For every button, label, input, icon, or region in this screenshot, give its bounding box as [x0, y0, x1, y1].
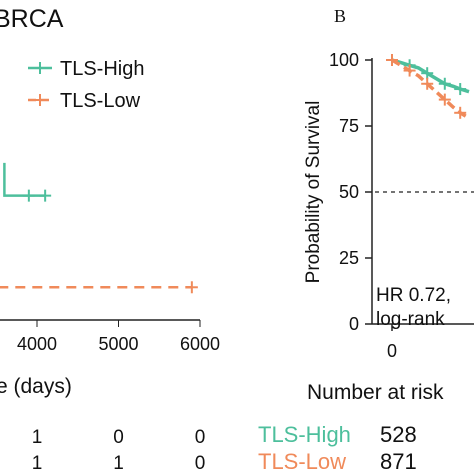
panel-a-risk-0-2: 0 [195, 427, 206, 448]
panel-b-censor-1-6 [438, 93, 451, 106]
panel-b-censor-1-4 [421, 77, 434, 90]
panel-b-y-tick-label-3: 25 [339, 248, 359, 268]
panel-b-censor-0-8 [454, 83, 467, 96]
panel-b-censor-0-4 [421, 67, 434, 80]
panel-b-logrank-annotation: log-rank [376, 309, 445, 330]
risk-row-value-low: 871 [380, 449, 417, 474]
panel-b-series-high [391, 58, 470, 94]
risk-table-header: Number at risk [307, 381, 444, 404]
panel-a-x-tick-label-0: 4000 [17, 334, 57, 354]
legend-plus-low [34, 94, 46, 106]
panel-b-censor-1-0 [386, 54, 398, 66]
panel-a-title: BRCA [0, 5, 64, 33]
panel-b-ylabel: Probability of Survival [303, 101, 324, 284]
legend-marker-high [28, 62, 52, 74]
censor-mark-high-1 [39, 189, 52, 202]
panel-b-hr-annotation: HR 0.72, [376, 285, 451, 306]
series-line-high [3, 162, 46, 197]
panel-a-risk-1-2: 0 [195, 453, 206, 474]
panel-a-x-tick-label-2: 6000 [180, 334, 220, 354]
risk-row-label-low: TLS-Low [258, 449, 346, 474]
panel-a-risk-0-1: 0 [113, 427, 124, 448]
panel-b: B Probability of Survival 100 75 50 25 0 0 H… [258, 6, 474, 474]
censor-mark-low-1 [185, 281, 198, 294]
legend-marker-low [28, 94, 52, 106]
panel-b-plot [375, 54, 474, 193]
legend-label-high: TLS-High [60, 58, 144, 80]
panel-b-y-tick-label-1: 75 [339, 116, 359, 136]
panel-b-y-tick-label-2: 50 [339, 182, 359, 202]
risk-row-label-high: TLS-High [258, 422, 351, 447]
panel-b-x-tick-label-0: 0 [387, 341, 397, 361]
censor-mark-high-0 [22, 189, 35, 202]
panel-a-risk-0-0: 1 [32, 427, 43, 448]
panel-a: BRCA TLS-High TLS-Low 4000 5000 6000 e (da… [0, 5, 220, 474]
panel-a-x-ticks: 4000 5000 6000 [17, 320, 220, 354]
panel-b-censor-1-2 [403, 64, 416, 77]
panel-b-x-ticks: 0 [387, 324, 397, 361]
panel-a-risk-1-0: 1 [32, 453, 43, 474]
legend-plus-high [34, 62, 46, 74]
panel-a-plot [0, 162, 198, 294]
panel-a-legend: TLS-High TLS-Low [28, 58, 144, 112]
risk-row-value-high: 528 [380, 422, 417, 447]
panel-b-label: B [334, 6, 346, 26]
panel-a-risk-1-1: 1 [113, 453, 124, 474]
panel-a-x-tick-label-1: 5000 [98, 334, 138, 354]
panel-b-y-ticks: 100 75 50 25 0 [329, 50, 372, 334]
legend-label-low: TLS-Low [60, 90, 141, 112]
panel-b-censor-1-8 [454, 106, 467, 119]
panel-a-risk-table: 1 0 0 1 1 0 [32, 427, 206, 474]
panel-b-series-low [391, 58, 470, 120]
panel-b-y-tick-label-4: 0 [349, 314, 359, 334]
panel-b-censor-0-6 [438, 77, 451, 90]
panel-b-y-tick-label-0: 100 [329, 50, 359, 70]
panel-a-xlabel: e (days) [0, 375, 72, 398]
